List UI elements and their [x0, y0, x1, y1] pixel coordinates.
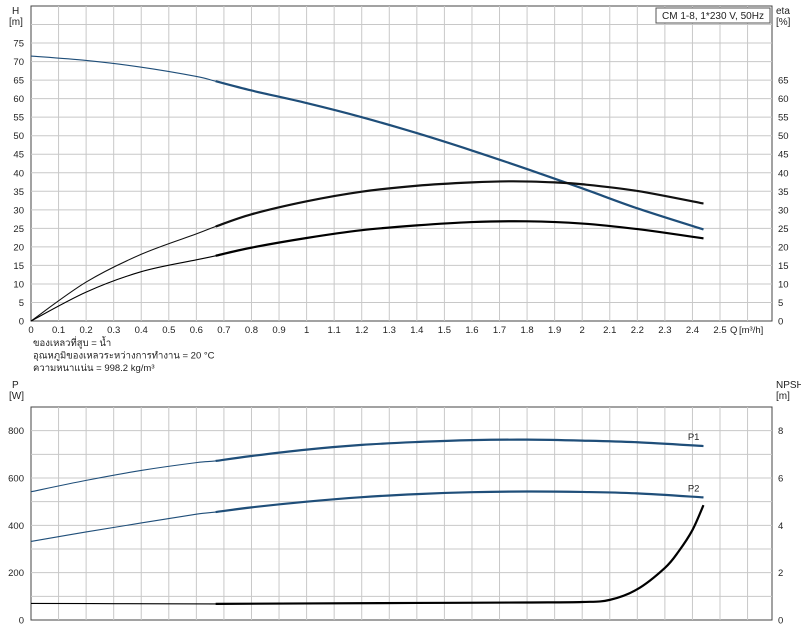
y-tick-label-right: 6	[778, 474, 783, 485]
legend-box: CM 1-8, 1*230 V, 50Hz	[655, 7, 771, 24]
x-tick-label: 1.6	[465, 325, 478, 336]
x-axis-unit: [m³/h]	[739, 325, 763, 336]
x-tick-label: 0.9	[272, 325, 285, 336]
x-tick-label: 0.3	[107, 325, 120, 336]
y-tick-label-right: 0	[778, 317, 783, 328]
x-tick-label: 2	[580, 325, 585, 336]
x-tick-label: 0.4	[135, 325, 148, 336]
y-axis-unit-right: [%]	[776, 17, 791, 28]
y-tick-label-left: 600	[8, 474, 24, 485]
y-tick-label-right: 30	[778, 205, 789, 216]
x-tick-label: 1.4	[410, 325, 423, 336]
series-operating-range-2	[215, 220, 704, 257]
medium-note: ของเหลวที่สูบ = น้ำ	[33, 336, 111, 349]
x-tick-label: 2.1	[603, 325, 616, 336]
series-operating-range-2	[215, 504, 705, 606]
x-tick-label: 0	[28, 325, 33, 336]
y-tick-label-right: 50	[778, 131, 789, 142]
x-tick-label: 2.4	[686, 325, 699, 336]
y-tick-label-right: 20	[778, 242, 789, 253]
panel-head-efficiency: 0 5 10 15 20 25 30 35 40 45 50 55 60 65 70 75 0 5 10 15 20 25…	[9, 5, 791, 328]
y-tick-label-right: 55	[778, 113, 789, 124]
x-tick-label: 1.2	[355, 325, 368, 336]
y-tick-label-left: 0	[19, 317, 24, 328]
y-tick-label-right: 25	[778, 224, 789, 235]
y-tick-label-right: 35	[778, 187, 789, 198]
y-tick-label-right: 4	[778, 521, 783, 532]
y-tick-label-right: 65	[778, 76, 789, 87]
y-tick-label-left: 20	[13, 242, 24, 253]
medium-note: ความหนาแน่น = 998.2 kg/m³	[33, 363, 154, 374]
plot-frame	[30, 406, 773, 621]
y-tick-label-left: 25	[13, 224, 24, 235]
x-tick-label: 0.1	[52, 325, 65, 336]
legend-box-text: CM 1-8, 1*230 V, 50Hz	[662, 11, 764, 22]
y-tick-label-left: 70	[13, 57, 24, 68]
x-tick-label: 1.5	[438, 325, 451, 336]
series-operating-range-0	[215, 80, 704, 231]
panel-power-npsh: 0 200 400 600 800 0 2 4 6 8 P[W] NPSH[m] P1 P2	[8, 380, 801, 627]
x-tick-label: 0.2	[80, 325, 93, 336]
x-tick-label: 0.8	[245, 325, 258, 336]
x-axis-title: Q	[730, 325, 737, 336]
x-tick-label: 0.5	[162, 325, 175, 336]
y-tick-label-left: 45	[13, 150, 24, 161]
y-tick-label-left: 75	[13, 39, 24, 50]
y-tick-label-right: 0	[778, 616, 783, 627]
y-tick-label-left: 40	[13, 168, 24, 179]
y-tick-label-right: 15	[778, 261, 789, 272]
legend-box-frame	[655, 7, 771, 24]
y-axis-unit-right: [m]	[776, 391, 790, 402]
series-label: P1	[688, 432, 700, 443]
y-axis-title-left: H	[12, 6, 19, 17]
x-tick-label: 1.3	[383, 325, 396, 336]
x-tick-label: 0.6	[190, 325, 203, 336]
y-tick-label-left: 35	[13, 187, 24, 198]
y-tick-label-right: 2	[778, 568, 783, 579]
y-axis-title-left: P	[12, 380, 19, 391]
y-tick-label-left: 50	[13, 131, 24, 142]
y-tick-label-left: 65	[13, 76, 24, 87]
y-tick-label-left: 55	[13, 113, 24, 124]
y-tick-label-left: 800	[8, 426, 24, 437]
y-tick-label-left: 60	[13, 94, 24, 105]
y-tick-label-right: 45	[778, 150, 789, 161]
x-tick-label: 2.3	[658, 325, 671, 336]
series-label: P2	[688, 483, 700, 494]
x-tick-label: 2.5	[713, 325, 726, 336]
y-axis-title-right: NPSH	[776, 380, 801, 391]
series-operating-range-1	[215, 180, 704, 228]
x-tick-label: 2.2	[631, 325, 644, 336]
y-tick-label-left: 0	[19, 616, 24, 627]
y-axis-unit-left: [W]	[9, 391, 24, 402]
y-tick-label-left: 10	[13, 279, 24, 290]
x-tick-label: 1	[304, 325, 309, 336]
y-axis-title-right: eta	[776, 6, 790, 17]
medium-note: อุณหภูมิของเหลวระหว่างการทำงาน = 20 °C	[33, 351, 215, 362]
plot-frame	[30, 5, 773, 322]
series-operating-range-1	[215, 490, 704, 514]
y-tick-label-right: 60	[778, 94, 789, 105]
y-tick-label-left: 5	[19, 298, 24, 309]
y-tick-label-right: 40	[778, 168, 789, 179]
y-axis-unit-left: [m]	[9, 17, 23, 28]
y-tick-label-left: 15	[13, 261, 24, 272]
y-tick-label-right: 8	[778, 426, 783, 437]
series-operating-range-0	[215, 438, 704, 463]
y-tick-label-right: 10	[778, 279, 789, 290]
x-tick-label: 1.8	[520, 325, 533, 336]
x-tick-label: 1.1	[328, 325, 341, 336]
x-tick-label: 0.7	[217, 325, 230, 336]
y-tick-label-left: 30	[13, 205, 24, 216]
y-tick-label-left: 200	[8, 568, 24, 579]
y-tick-label-left: 400	[8, 521, 24, 532]
x-tick-label: 1.9	[548, 325, 561, 336]
x-tick-label: 1.7	[493, 325, 506, 336]
y-tick-label-right: 5	[778, 298, 783, 309]
